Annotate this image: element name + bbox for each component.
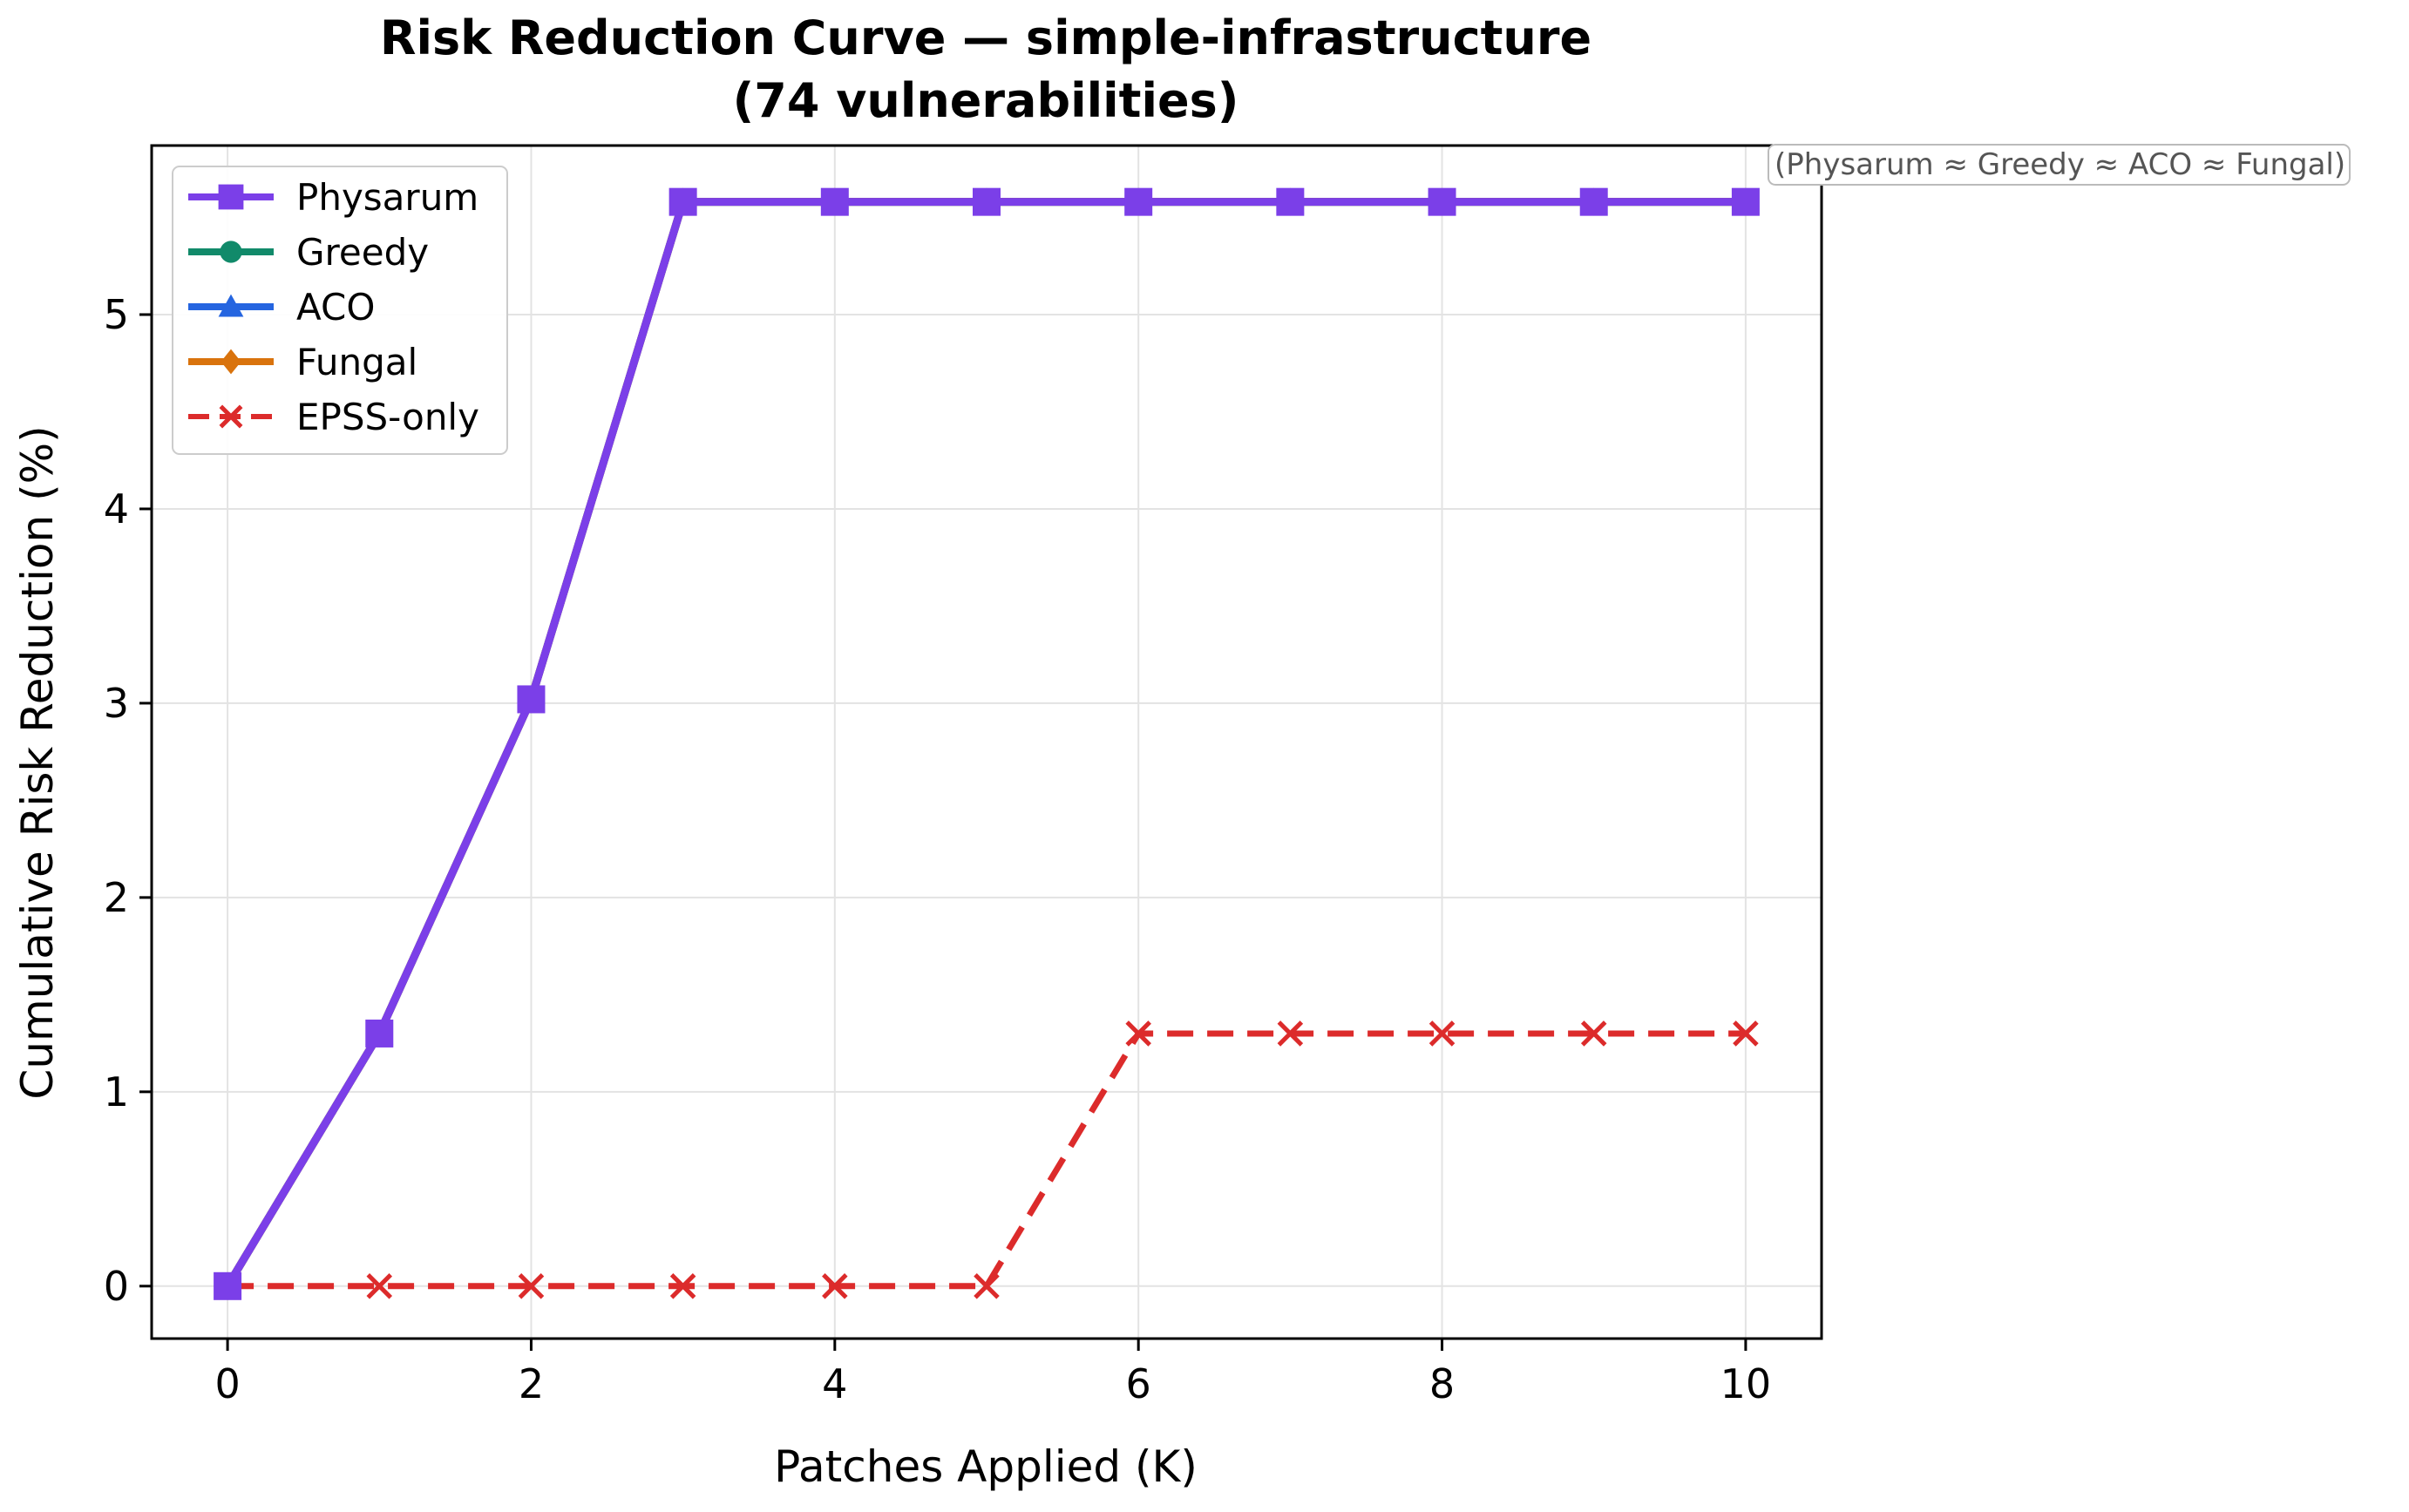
plot-frame xyxy=(150,144,1823,1340)
point-epss-only-8 xyxy=(1428,1020,1456,1047)
point-physarum-5 xyxy=(973,187,1001,216)
x-axis-label: Patches Applied (K) xyxy=(774,1441,1198,1492)
legend-label-aco: ACO xyxy=(296,286,375,329)
point-epss-only-10 xyxy=(1733,1020,1759,1047)
point-epss-only-2 xyxy=(518,1273,545,1299)
legend: Physarum Greedy ACO Fungal EPSS-only xyxy=(172,166,508,455)
y-tick-label-0: 0 xyxy=(104,1263,129,1310)
ticks-layer: 0 2 4 6 8 10 0 1 2 3 4 5 xyxy=(104,291,1771,1407)
point-physarum-7 xyxy=(1276,187,1305,216)
legend-marker-physarum xyxy=(218,184,244,210)
legend-marker-fungal xyxy=(221,349,241,375)
x-tick-label-8: 8 xyxy=(1429,1360,1455,1407)
point-physarum-3 xyxy=(668,187,697,216)
legend-label-epss-only: EPSS-only xyxy=(296,396,479,438)
chart-title-line1: Risk Reduction Curve — simple-infrastruc… xyxy=(380,10,1591,65)
x-tick-label-2: 2 xyxy=(519,1360,544,1407)
y-tick-label-3: 3 xyxy=(104,680,129,727)
series-physarum xyxy=(214,187,1760,1300)
legend-marker-greedy xyxy=(220,241,242,263)
point-physarum-10 xyxy=(1731,187,1760,216)
point-epss-only-6 xyxy=(1125,1020,1151,1047)
y-tick-label-4: 4 xyxy=(104,485,129,532)
legend-label-physarum: Physarum xyxy=(296,176,478,219)
legend-box xyxy=(172,166,508,455)
point-epss-only-3 xyxy=(669,1273,696,1299)
series-layer xyxy=(214,187,1760,1300)
point-physarum-4 xyxy=(820,187,849,216)
x-tick-label-10: 10 xyxy=(1720,1360,1772,1407)
x-tick-label-4: 4 xyxy=(822,1360,847,1407)
x-tick-label-0: 0 xyxy=(214,1360,240,1407)
legend-item-epss-only: EPSS-only xyxy=(188,396,479,438)
chart-title-line2: (74 vulnerabilities) xyxy=(733,73,1239,128)
point-physarum-0 xyxy=(214,1271,242,1300)
legend-label-greedy: Greedy xyxy=(296,231,429,274)
point-epss-only-4 xyxy=(822,1273,848,1299)
point-epss-only-7 xyxy=(1277,1020,1304,1047)
point-physarum-1 xyxy=(365,1019,394,1048)
point-physarum-8 xyxy=(1428,187,1456,216)
series-epss-only xyxy=(214,1020,1759,1299)
y-tick-label-2: 2 xyxy=(104,874,129,921)
legend-item-fungal: Fungal xyxy=(188,341,417,383)
point-epss-only-5 xyxy=(974,1273,1000,1299)
point-physarum-2 xyxy=(517,685,546,714)
point-epss-only-9 xyxy=(1580,1020,1607,1047)
legend-item-greedy: Greedy xyxy=(188,231,429,274)
x-tick-label-6: 6 xyxy=(1126,1360,1151,1407)
y-tick-label-5: 5 xyxy=(104,291,129,338)
point-physarum-9 xyxy=(1579,187,1608,216)
note-text: (Physarum ≈ Greedy ≈ ACO ≈ Fungal) xyxy=(1775,147,2345,182)
legend-item-aco: ACO xyxy=(188,286,375,329)
legend-label-fungal: Fungal xyxy=(296,341,417,383)
note-box xyxy=(1768,144,2351,186)
y-tick-label-1: 1 xyxy=(104,1068,129,1115)
series-line-epss-only xyxy=(227,1030,1746,1290)
legend-marker-epss-only xyxy=(219,404,243,429)
point-physarum-6 xyxy=(1124,187,1153,216)
legend-marker-aco xyxy=(218,294,244,317)
y-axis-label: Cumulative Risk Reduction (%) xyxy=(12,425,63,1099)
method-equivalence-note: (Physarum ≈ Greedy ≈ ACO ≈ Fungal) xyxy=(1768,144,2351,186)
legend-item-physarum: Physarum xyxy=(188,176,478,219)
point-epss-only-1 xyxy=(366,1273,393,1299)
